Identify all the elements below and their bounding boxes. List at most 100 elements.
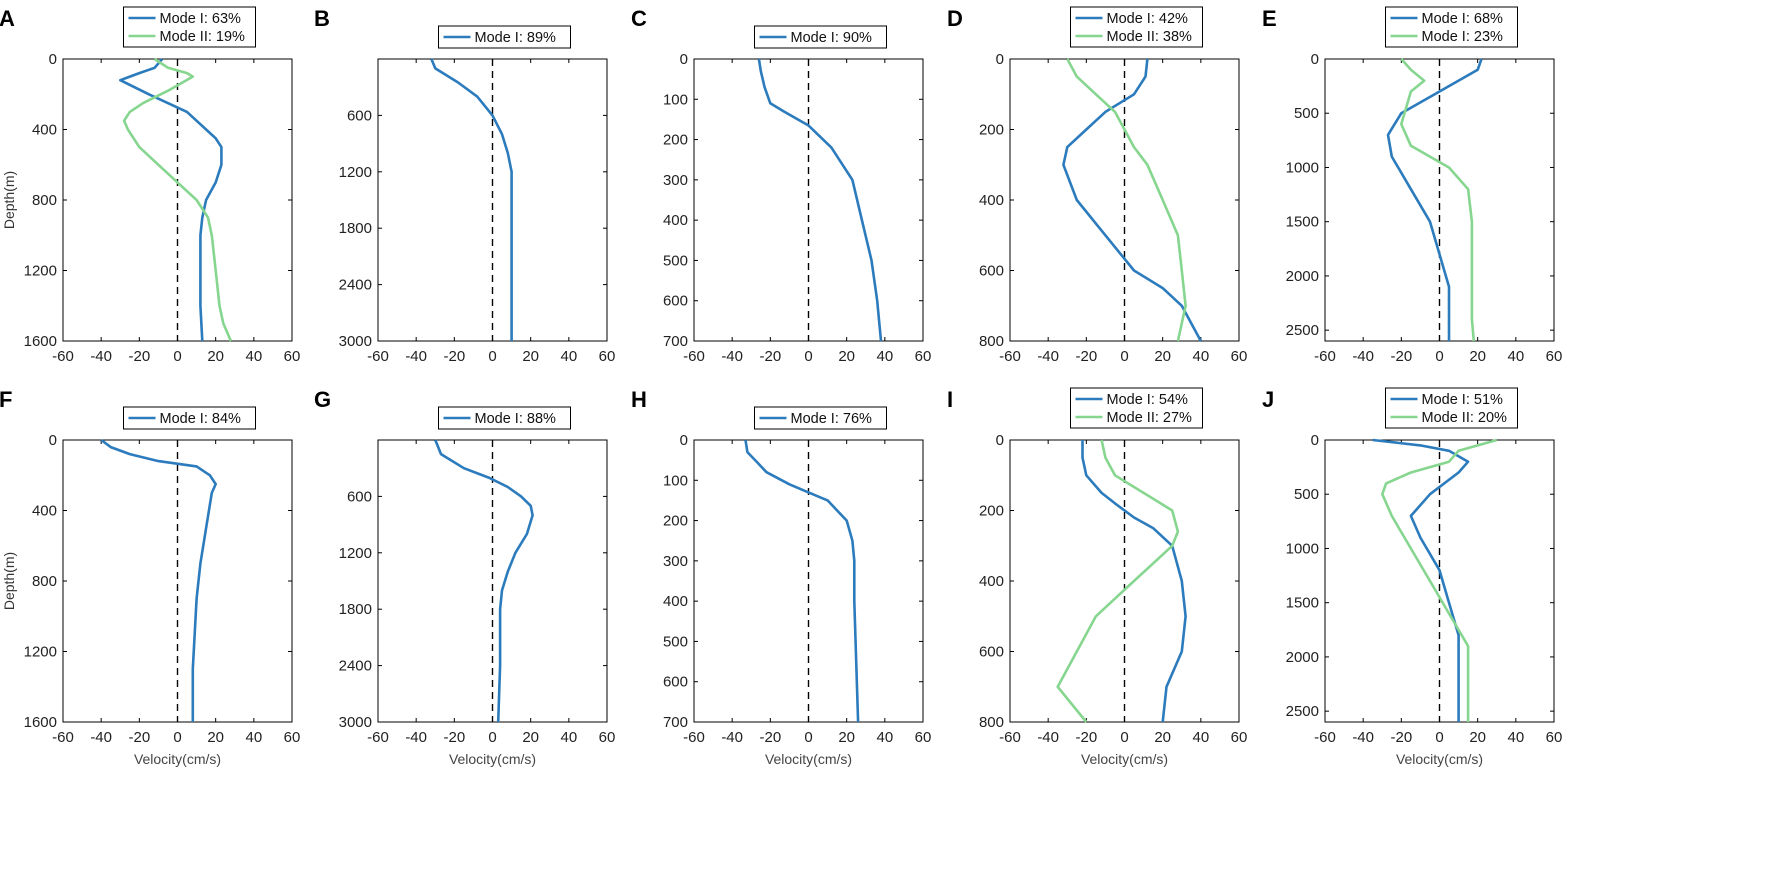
x-tick-label: 20 [522, 729, 539, 746]
y-tick-label: 500 [663, 252, 688, 269]
x-tick-label: -40 [721, 348, 743, 365]
legend-box [1385, 6, 1518, 48]
panel-e: -60 -40 -20 0 20 40 60 0 500 1000 1500 2000 2500 Mode… [1262, 6, 1562, 365]
y-tick-label: 300 [663, 553, 688, 570]
y-tick-label: 700 [663, 333, 688, 350]
y-tick-label: 700 [663, 714, 688, 731]
y-tick-label: 0 [49, 51, 57, 68]
x-axis-label: Velocity(cm/s) [449, 751, 536, 767]
y-tick-label: 0 [996, 432, 1004, 449]
x-tick-label: -40 [1352, 348, 1374, 365]
y-tick-label: 2000 [1286, 649, 1319, 666]
series-line-mode1 [1372, 438, 1470, 722]
y-tick-label: 400 [979, 573, 1004, 590]
legend-entry: Mode II: 19% [160, 29, 246, 45]
x-tick-label: 60 [284, 348, 301, 365]
x-tick-label: -40 [1352, 729, 1374, 746]
x-tick-label: -60 [1314, 729, 1336, 746]
legend-entry: Mode I: 84% [160, 411, 242, 427]
x-axis-label: Velocity(cm/s) [1081, 751, 1168, 767]
y-tick-label: 1500 [1286, 595, 1319, 612]
series-line-mode1 [1386, 58, 1483, 341]
x-tick-label: -60 [999, 348, 1021, 365]
series-line-mode2 [1056, 439, 1180, 723]
y-tick-label: 1600 [24, 333, 57, 350]
y-tick-label: 0 [680, 51, 688, 68]
x-tick-label: 20 [1154, 729, 1171, 746]
x-tick-label: 40 [1507, 729, 1524, 746]
series-line-mode2 [1066, 58, 1187, 342]
x-tick-label: 40 [876, 729, 893, 746]
x-tick-label: 20 [1469, 729, 1486, 746]
x-tick-label: -20 [1075, 348, 1097, 365]
y-tick-label: 2400 [339, 277, 372, 294]
y-tick-label: 500 [663, 633, 688, 650]
panel-a: -60 -40 -20 0 20 40 60 0 400 800 1200 1600 Mode I: 6… [0, 6, 300, 365]
x-tick-label: -20 [1075, 729, 1097, 746]
y-tick-label: 800 [32, 192, 57, 209]
x-axis-label: Velocity(cm/s) [134, 751, 221, 767]
series-line-mode1 [1081, 440, 1187, 723]
y-tick-label: 0 [1311, 51, 1319, 68]
panel-label: E [1262, 6, 1277, 31]
legend: Mode I: 51% Mode II: 20% [1385, 387, 1518, 429]
x-tick-label: 0 [804, 348, 812, 365]
panel-h: -60 -40 -20 0 20 40 600100200300400500600700Mo… [631, 387, 931, 767]
legend-entry: Mode I: 54% [1107, 392, 1189, 408]
series-line-mode1 [744, 439, 860, 723]
y-tick-label: 2000 [1286, 268, 1319, 285]
panel-label: A [0, 6, 15, 31]
x-tick-label: -40 [1037, 729, 1059, 746]
legend-entry: Mode I: 89% [475, 30, 557, 46]
series-line-mode2 [122, 57, 233, 342]
panel-b: -60 -40 -20 0 20 40 60 600 1200 1800 2400 3000 Mode … [314, 6, 615, 365]
series-line-mode1 [100, 438, 217, 722]
x-tick-label: 60 [1231, 348, 1248, 365]
series-line-mode1 [434, 439, 534, 723]
panel-c: -60 -40 -20 0 20 40 600100200300400500600700Mo… [631, 6, 931, 365]
x-tick-label: -60 [683, 729, 705, 746]
panel-label: C [631, 6, 647, 31]
y-tick-label: 400 [663, 212, 688, 229]
y-tick-label: 400 [979, 192, 1004, 209]
y-tick-label: 600 [347, 107, 372, 124]
y-tick-label: 600 [663, 674, 688, 691]
y-tick-label: 1200 [24, 644, 57, 661]
legend-entry: Mode I: 90% [791, 30, 873, 46]
y-tick-label: 800 [979, 714, 1004, 731]
y-tick-label: 0 [996, 51, 1004, 68]
legend-entry: Mode I: 63% [160, 11, 242, 27]
x-tick-label: 0 [1120, 348, 1128, 365]
x-tick-label: 60 [915, 729, 932, 746]
y-tick-label: 600 [347, 488, 372, 505]
y-tick-label: 600 [979, 263, 1004, 280]
legend: Mode I: 84% [123, 406, 256, 430]
panel-f: -60 -40 -20 0 20 40 60 0 400 800 1200 1600 Mode I: 8… [0, 387, 300, 767]
x-tick-label: 20 [1154, 348, 1171, 365]
legend-box [438, 25, 571, 49]
legend: Mode I: 90% [754, 25, 887, 49]
x-tick-label: 60 [284, 729, 301, 746]
x-tick-label: 60 [1546, 348, 1563, 365]
legend-entry: Mode I: 42% [1107, 11, 1189, 27]
x-tick-label: -60 [367, 348, 389, 365]
x-tick-label: -40 [90, 348, 112, 365]
x-tick-label: 40 [876, 348, 893, 365]
x-tick-label: -40 [1037, 348, 1059, 365]
x-tick-label: -20 [1390, 348, 1412, 365]
legend: Mode I: 76% [754, 406, 887, 430]
series-line-mode2 [1400, 58, 1476, 342]
legend-entry: Mode II: 20% [1422, 410, 1508, 426]
x-tick-label: -20 [443, 348, 465, 365]
x-tick-label: 0 [1120, 729, 1128, 746]
y-tick-label: 200 [663, 513, 688, 530]
y-tick-label: 400 [32, 122, 57, 139]
x-tick-label: -20 [759, 729, 781, 746]
legend: Mode I: 54% Mode II: 27% [1070, 387, 1203, 429]
x-tick-label: 20 [838, 348, 855, 365]
y-tick-label: 800 [979, 333, 1004, 350]
y-tick-label: 200 [663, 132, 688, 149]
